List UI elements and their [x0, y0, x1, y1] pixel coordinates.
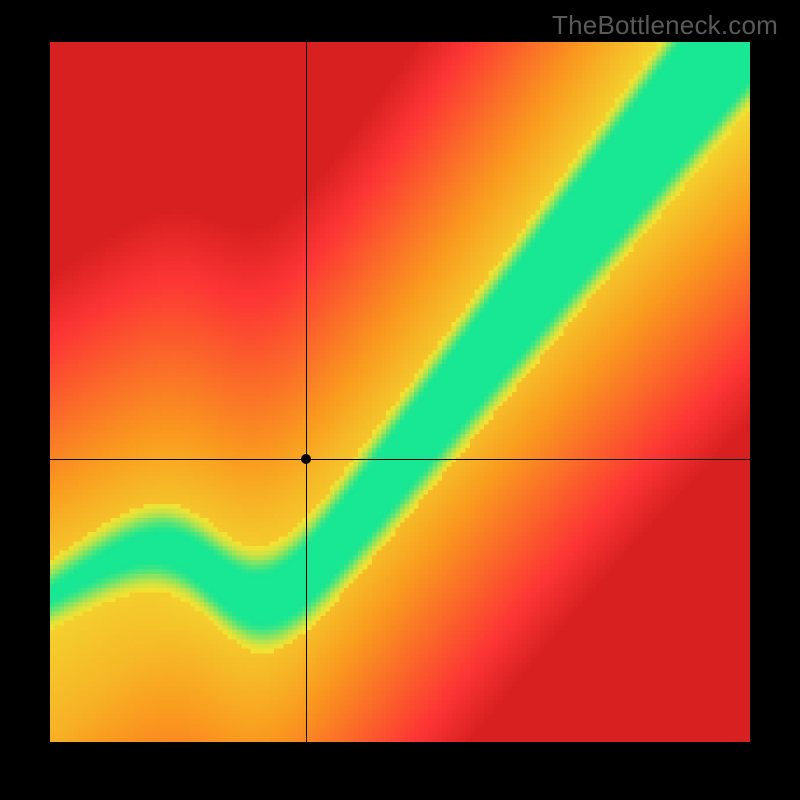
- crosshair-marker: [301, 454, 311, 464]
- chart-container: TheBottleneck.com: [0, 0, 800, 800]
- watermark: TheBottleneck.com: [552, 10, 778, 41]
- bottleneck-heatmap: [50, 42, 750, 742]
- plot-area: [50, 42, 750, 742]
- crosshair-horizontal: [50, 459, 750, 460]
- crosshair-vertical: [306, 42, 307, 742]
